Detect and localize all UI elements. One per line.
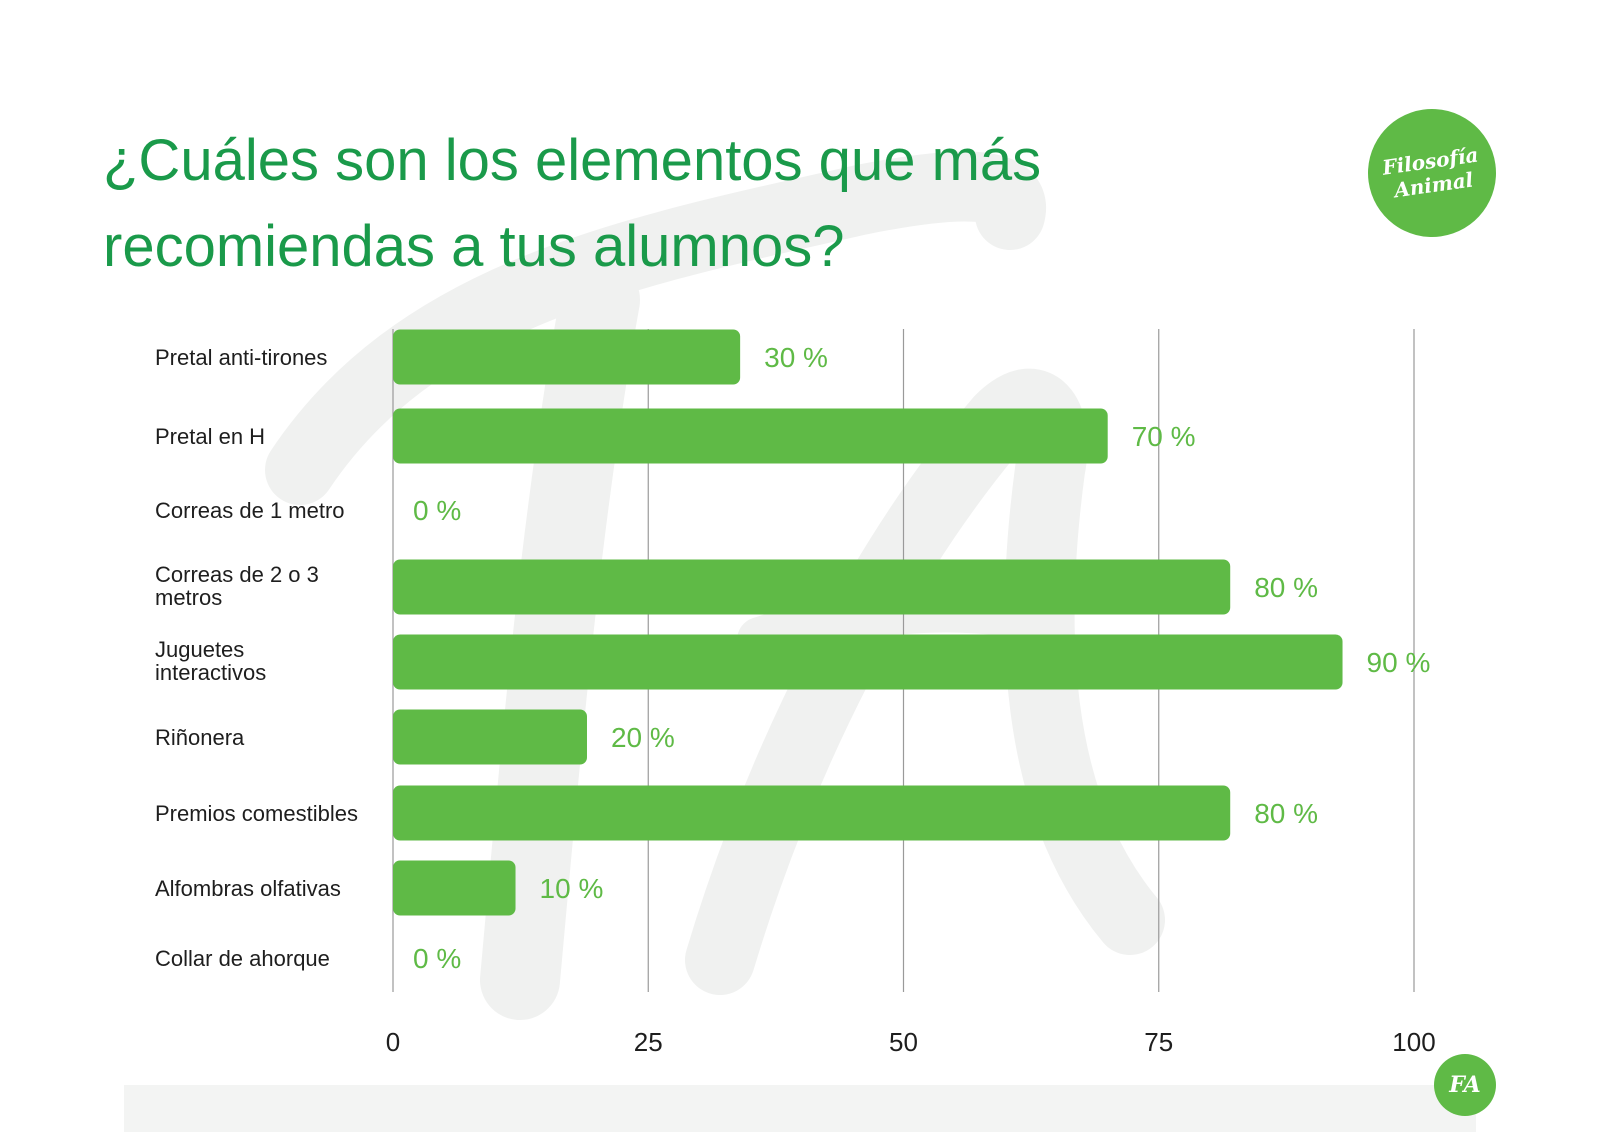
value-label: 10 %	[540, 873, 604, 904]
category-label: Correas de 1 metro	[155, 498, 345, 523]
value-label: 80 %	[1254, 798, 1318, 829]
bar	[393, 408, 1108, 464]
chart-bars	[393, 329, 1343, 916]
bar	[393, 634, 1343, 690]
category-label: Premios comestibles	[155, 801, 358, 826]
bar	[393, 785, 1231, 841]
category-label: Correas de 2 o 3 metros	[155, 562, 319, 610]
x-tick-label: 25	[634, 1027, 663, 1057]
value-label: 70 %	[1132, 421, 1196, 452]
x-tick-label: 0	[386, 1027, 400, 1057]
bar	[393, 559, 1231, 615]
value-label: 20 %	[611, 722, 675, 753]
value-label: 0 %	[413, 495, 461, 526]
category-label: Collar de ahorque	[155, 946, 330, 971]
category-label: Pretal en H	[155, 424, 265, 449]
category-label: Alfombras olfativas	[155, 876, 341, 901]
bar	[393, 709, 587, 765]
category-label: Pretal anti-tirones	[155, 345, 327, 370]
value-label: 80 %	[1254, 572, 1318, 603]
x-tick-label: 50	[889, 1027, 918, 1057]
bar	[393, 860, 516, 916]
bar	[393, 329, 741, 385]
x-tick-label: 100	[1392, 1027, 1435, 1057]
footer-band	[124, 1085, 1476, 1132]
footer-logo-badge: FA	[1434, 1054, 1496, 1116]
chart-labels: 0 25 50 75 100 Pretal anti-tirones 30 % Pretal …	[155, 342, 1436, 1057]
x-tick-label: 75	[1144, 1027, 1173, 1057]
value-label: 30 %	[764, 342, 828, 373]
page-title: ¿Cuáles son los elementos que más recomi…	[103, 128, 1042, 279]
category-label: Juguetes interactivos	[155, 637, 266, 685]
value-label: 0 %	[413, 943, 461, 974]
value-label: 90 %	[1367, 647, 1431, 678]
category-label: Riñonera	[155, 725, 245, 750]
